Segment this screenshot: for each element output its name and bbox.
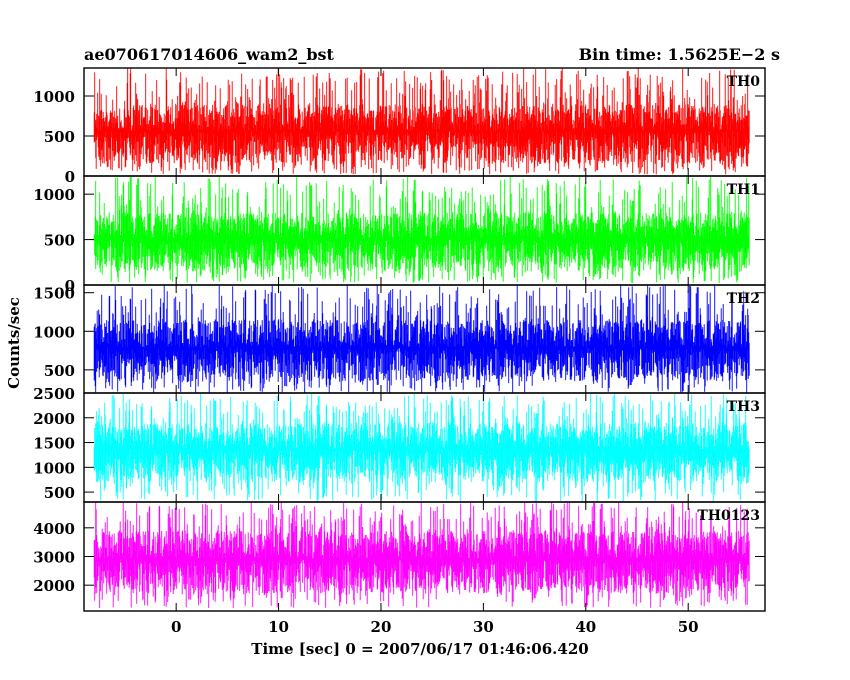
x-tick-label: 20	[371, 618, 392, 636]
x-axis-title: Time [sec] 0 = 2007/06/17 01:46:06.420	[251, 640, 588, 658]
y-tick-label-th1: 1000	[33, 186, 75, 204]
y-tick-label-th0123: 3000	[33, 549, 75, 567]
panel-label-th3: TH3	[727, 399, 760, 415]
y-tick-label-th3: 2000	[33, 410, 75, 428]
series-th2	[93, 285, 750, 393]
panel-label-th0: TH0	[727, 74, 761, 90]
y-tick-label-th3: 1000	[33, 459, 75, 477]
x-tick-label: 10	[268, 618, 289, 636]
bin-time-label: Bin time: 1.5625E−2 s	[579, 45, 780, 64]
series-th0123	[93, 502, 750, 609]
x-tick-label: 0	[171, 618, 181, 636]
y-tick-label-th0: 1000	[33, 88, 75, 106]
panel-label-th2: TH2	[727, 291, 760, 307]
series-th0	[93, 68, 750, 175]
panel-th3: TH3 500 1000 1500 2000 2500	[33, 385, 766, 503]
y-tick-label-th0123: 2000	[33, 577, 75, 595]
panels-group: TH005001000TH105001000TH250010001500TH35…	[33, 67, 766, 636]
y-tick-label-th0: 0	[65, 168, 75, 186]
panel-label-th0123: TH0123	[697, 508, 760, 524]
y-tick-label-th3: 500	[44, 484, 75, 502]
y-tick-label-th3: 1500	[33, 435, 75, 453]
y-tick-label-th0123: 4000	[33, 520, 75, 538]
y-tick-label-th2: 1000	[33, 323, 75, 341]
series-th1	[93, 176, 750, 284]
chart-title: ae070617014606_wam2_bst	[84, 45, 335, 64]
x-tick-label: 50	[678, 618, 699, 636]
panel-th0123: TH0123 2000 3000 4000	[33, 501, 766, 612]
y-tick-label-th2: 1500	[33, 285, 75, 303]
y-tick-label-th1: 0	[65, 277, 75, 295]
panel-th1: TH1 0 500 1000	[33, 175, 766, 295]
panel-th2: TH2 500 1000 1500	[33, 284, 766, 394]
x-tick-label: 40	[575, 618, 596, 636]
y-tick-label-th1: 500	[44, 232, 75, 250]
x-tick-label: 30	[473, 618, 494, 636]
y-tick-label-th2: 500	[44, 362, 75, 380]
y-tick-label-th3: 2500	[33, 385, 75, 403]
y-tick-label-th0: 500	[44, 128, 75, 146]
panel-th0: TH0 0 500 1000	[33, 67, 766, 186]
series-th3	[93, 393, 750, 502]
y-axis-title: Counts/sec	[5, 297, 23, 389]
panel-label-th1: TH1	[727, 182, 760, 198]
